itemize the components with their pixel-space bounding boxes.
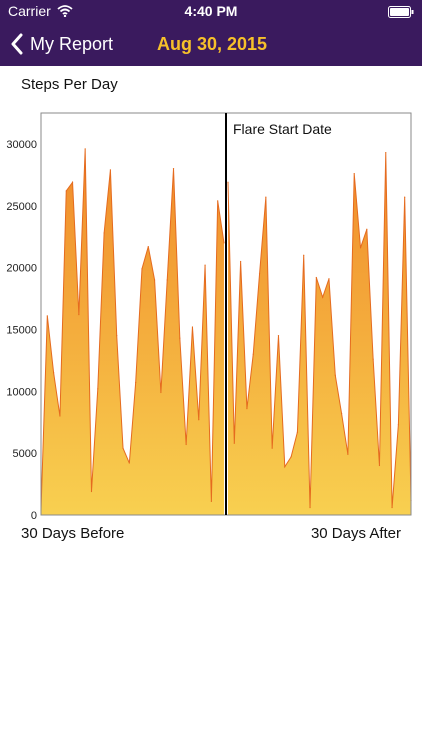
before-series-point xyxy=(210,500,212,502)
after-series-point xyxy=(233,442,235,444)
y-tick-label: 20000 xyxy=(6,263,37,275)
after-series-point xyxy=(391,506,393,509)
wifi-icon xyxy=(57,5,73,17)
chevron-left-icon xyxy=(11,33,23,55)
y-tick-label: 5000 xyxy=(13,448,37,460)
chart-title: Steps Per Day xyxy=(21,76,118,93)
before-series-point xyxy=(191,326,194,328)
before-series-point xyxy=(128,462,130,464)
before-series-point xyxy=(204,264,206,266)
after-series-point xyxy=(385,151,387,154)
before-series-point xyxy=(46,315,48,317)
before-series-point xyxy=(90,490,93,493)
before-series-point xyxy=(65,190,67,192)
after-series-point xyxy=(271,447,273,449)
after-series-point xyxy=(227,181,229,183)
after-series-point xyxy=(284,466,286,468)
after-series-point xyxy=(258,273,261,275)
after-series-point xyxy=(404,196,406,198)
after-series-point xyxy=(347,453,349,455)
after-series-point xyxy=(277,335,280,337)
after-series-point xyxy=(309,506,311,509)
before-series-point xyxy=(97,388,99,390)
before-series-point xyxy=(217,200,219,202)
after-series-point xyxy=(366,228,368,230)
carrier-indicator: Carrier xyxy=(8,3,73,19)
before-series-line xyxy=(40,148,225,511)
before-series-point xyxy=(160,391,162,394)
after-series-point xyxy=(328,278,330,280)
before-series-point xyxy=(103,232,105,234)
x-end-label: 30 Days After xyxy=(310,525,401,542)
before-series-point xyxy=(179,337,181,339)
after-series-point xyxy=(340,412,343,415)
y-tick-label: 15000 xyxy=(6,324,37,336)
y-tick-label: 30000 xyxy=(6,139,37,151)
after-series-point xyxy=(296,431,299,433)
after-series-point xyxy=(290,456,292,458)
before-series-point xyxy=(59,415,61,417)
before-series-point xyxy=(198,419,200,421)
carrier-label: Carrier xyxy=(8,3,51,19)
after-series-point xyxy=(353,173,355,175)
before-series-point xyxy=(172,168,175,170)
before-series-point xyxy=(185,443,187,446)
after-series-point xyxy=(334,374,336,376)
before-series-point xyxy=(153,279,156,281)
before-series-point xyxy=(122,447,124,449)
before-series-point xyxy=(141,268,143,270)
flare-start-label: Flare Start Date xyxy=(233,121,332,137)
x-start-label: 30 Days Before xyxy=(21,525,125,542)
before-series-point xyxy=(116,335,118,337)
before-series-point xyxy=(147,245,149,248)
after-series-point xyxy=(246,408,248,410)
after-series-point xyxy=(397,424,399,426)
steps-chart: 0 5000 10000 15000 20000 25000 30000 Flare Sta… xyxy=(6,112,412,520)
page-title: Aug 30, 2015 xyxy=(157,34,268,54)
before-series-point xyxy=(71,181,74,183)
y-tick-label: 10000 xyxy=(6,386,37,398)
after-series-point xyxy=(303,254,305,256)
after-series-point xyxy=(252,353,254,355)
after-series-area xyxy=(228,152,411,515)
y-tick-label: 0 xyxy=(31,510,37,520)
nav-bar: My Report Aug 30, 2015 xyxy=(0,22,422,66)
after-series-point xyxy=(315,276,317,279)
after-series-point xyxy=(378,464,381,467)
after-series-line xyxy=(227,152,412,508)
after-series-point xyxy=(265,196,267,198)
before-series-point xyxy=(135,382,137,384)
back-button-label: My Report xyxy=(30,33,114,54)
before-series-point xyxy=(109,169,112,171)
before-series-point xyxy=(223,242,225,244)
back-button[interactable]: My Report xyxy=(10,30,113,58)
before-series-point xyxy=(53,372,55,374)
before-series-area xyxy=(41,148,224,515)
after-series-point xyxy=(322,296,324,298)
y-tick-label: 25000 xyxy=(6,201,37,213)
after-series-point xyxy=(359,247,362,249)
status-time: 4:40 PM xyxy=(184,3,238,19)
after-series-point xyxy=(372,358,374,360)
before-series-point xyxy=(78,314,80,316)
before-series-point xyxy=(84,148,86,150)
battery-icon xyxy=(388,5,414,21)
status-bar: Carrier 4:40 PM xyxy=(0,0,422,22)
after-series-point xyxy=(240,260,242,263)
before-series-point xyxy=(166,279,168,281)
